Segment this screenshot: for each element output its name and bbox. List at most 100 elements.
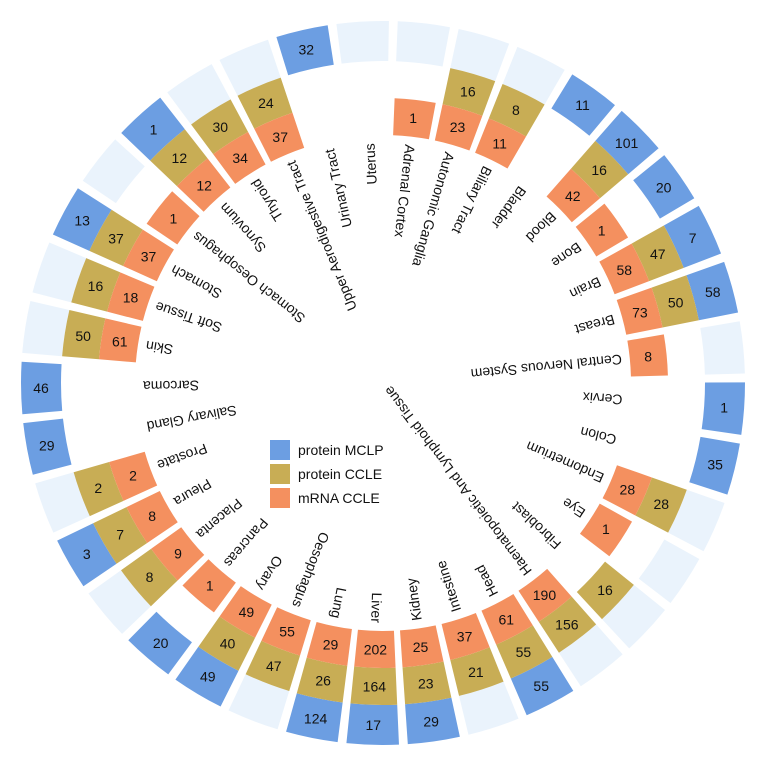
cell-protein-ccle-synovium [150,129,208,187]
cell-mrna-ccle-synovium [176,158,231,212]
value-label-protein-mclp-head: 55 [533,678,549,694]
cell-protein-mclp-pancreas [128,611,192,675]
value-label-mrna-ccle-stomach-oesophagus: 1 [169,210,177,226]
value-label-protein-mclp-bone: 20 [656,180,672,196]
legend-label-protein-ccle: protein CCLE [298,466,382,482]
cell-protein-mclp-soft-tissue [32,242,87,303]
value-label-protein-ccle-lung: 26 [315,673,331,689]
value-label-mrna-ccle-bone: 1 [598,223,606,239]
cell-protein-ccle-liver [350,666,398,706]
legend: protein MCLP protein CCLE mRNA CCLE [270,440,384,508]
cell-protein-mclp-urinary-tract [276,25,334,76]
cell-mrna-ccle-thyroid [213,131,266,184]
cell-protein-ccle-ovary [198,616,256,671]
tissue-label-fibroblast: Fibroblast [508,499,564,553]
value-label-mrna-ccle-lung: 29 [323,636,339,652]
cell-protein-ccle-prostate [73,462,124,517]
cell-mrna-ccle-placenta [151,527,205,581]
cell-protein-ccle-stomach [89,209,143,267]
legend-swatch-protein-ccle [270,464,290,484]
value-label-mrna-ccle-eye: 1 [602,521,610,537]
cell-protein-mclp-breast [686,261,739,321]
tissue-label-placenta: Placenta [193,495,245,542]
cell-protein-mclp-bladder [551,74,615,136]
tissue-label-uterus: Uterus [361,143,379,185]
cell-protein-ccle-autonomic-ganglia [442,68,496,116]
value-label-mrna-ccle-blood: 42 [565,188,581,204]
cell-protein-ccle-biliary-tract [488,84,545,137]
value-label-protein-ccle-pleura: 7 [116,527,124,543]
tissue-label-synovium: Synovium [216,200,269,256]
value-label-protein-ccle-kidney: 23 [418,675,434,691]
legend-label-mrna-ccle: mRNA CCLE [298,490,380,506]
cell-mrna-ccle-stomach [123,229,174,282]
value-label-mrna-ccle-brain: 58 [617,262,633,278]
tissue-label-brain: Brain [567,274,603,302]
cell-mrna-ccle-oesophagus [261,607,311,656]
legend-swatch-protein-mclp [270,440,290,460]
cell-mrna-ccle-upper-aerodigestive-tract [254,112,305,162]
cell-protein-mclp-fibroblast [601,584,666,649]
cell-protein-mclp-stomach [52,188,112,251]
value-label-protein-ccle-upper-aerodigestive-tract: 24 [258,95,274,111]
cell-protein-mclp-oesophagus [228,674,290,730]
cell-mrna-ccle-autonomic-ganglia [434,104,483,151]
value-label-protein-mclp-blood: 101 [615,135,639,151]
tissue-label-endometrium: Endometrium [524,438,607,486]
value-label-mrna-ccle-oesophagus: 55 [279,624,295,640]
value-label-mrna-ccle-soft-tissue: 18 [123,290,139,306]
tissue-label-colon: Colon [579,424,618,448]
cell-protein-ccle-haematopoietic-and-lymphoid-tissue [538,596,597,653]
value-label-protein-ccle-head: 55 [516,644,532,660]
cell-protein-mclp-ovary [175,646,239,707]
cell-mrna-ccle-liver [354,629,396,668]
cell-protein-ccle-pleura [93,507,148,564]
cell-mrna-ccle-prostate [109,451,158,501]
tissue-label-autonomic-ganglia: Autonomic Ganglia [409,150,457,268]
cell-protein-mclp-haematopoietic-and-lymphoid-tissue [558,624,623,687]
tissue-label-eye: Eye [559,495,588,522]
cell-protein-ccle-kidney [402,661,452,705]
cell-protein-mclp-brain [663,205,722,268]
cell-mrna-ccle-bone [575,203,629,257]
value-label-protein-mclp-synovium: 1 [150,121,158,137]
tissue-label-head: Head [471,562,501,599]
cell-protein-mclp-prostate [35,472,90,533]
value-label-protein-ccle-oesophagus: 47 [266,658,282,674]
cell-mrna-ccle-stomach-oesophagus [146,191,200,245]
value-label-mrna-ccle-biliary-tract: 11 [492,135,507,151]
tissue-label-pancreas: Pancreas [221,515,272,570]
value-label-mrna-ccle-liver: 202 [364,641,388,657]
value-label-protein-mclp-bladder: 11 [575,97,590,113]
tissue-label-ovary: Ovary [253,553,286,593]
cell-protein-mclp-intestine [459,681,519,735]
cell-mrna-ccle-skin [98,318,142,363]
value-label-protein-ccle-autonomic-ganglia: 16 [460,84,476,100]
cell-mrna-ccle-eye [579,503,633,557]
tissue-label-thyroid: Thyroid [248,176,287,224]
cell-protein-mclp-eye [638,539,700,603]
tissue-label-haematopoietic-and-lymphoid-tissue: Haematopoietic And Lymphoid Tissue [380,383,534,579]
cell-protein-mclp-autonomic-ganglia [450,29,510,82]
tissue-label-upper-aerodigestive-tract: Upper Aerodigestive Tract [283,158,360,313]
tissue-label-central-nervous-system: Central Nervous System [470,351,623,382]
tissue-label-intestine: Intestine [433,558,464,613]
cell-mrna-ccle-central-nervous-system [627,334,668,377]
cell-mrna-ccle-biliary-tract [475,118,527,169]
tissue-label-salivary-gland: Salivary Gland [146,402,238,434]
tissue-label-cervix: Cervix [582,389,623,408]
value-label-protein-ccle-liver: 164 [363,678,387,694]
value-label-mrna-ccle-pancreas: 1 [206,577,214,593]
value-label-protein-mclp-ovary: 49 [200,669,216,685]
legend-label-protein-mclp: protein MCLP [298,442,384,458]
tissue-label-urinary-tract: Urinary Tract [321,147,355,229]
cell-mrna-ccle-pleura [126,491,178,543]
value-label-protein-ccle-skin: 50 [75,328,91,344]
value-label-protein-ccle-stomach: 37 [108,231,124,247]
cell-protein-ccle-oesophagus [245,640,301,692]
cell-protein-ccle-lung [296,657,348,703]
cell-mrna-ccle-adrenal-cortex [393,98,436,140]
value-label-mrna-ccle-upper-aerodigestive-tract: 37 [272,129,288,145]
value-label-protein-mclp-stomach: 13 [74,212,90,228]
value-label-protein-ccle-prostate: 2 [94,480,102,496]
